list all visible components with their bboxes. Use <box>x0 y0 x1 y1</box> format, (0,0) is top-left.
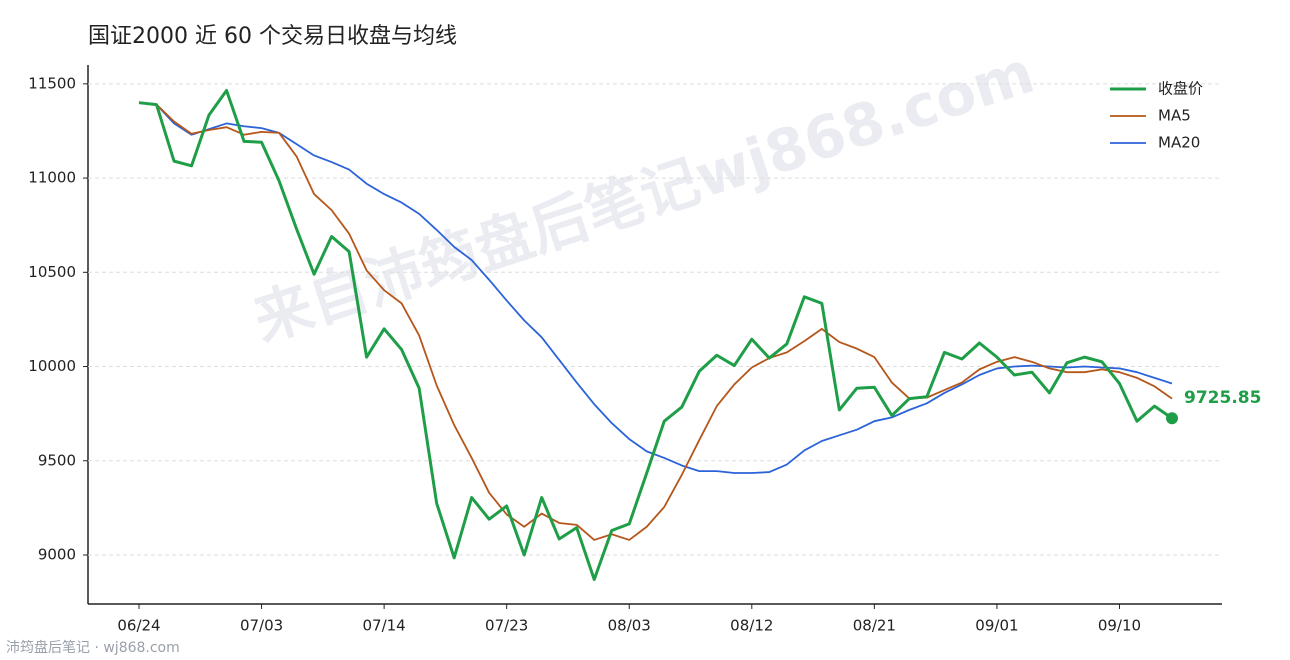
x-tick-label: 07/03 <box>240 617 283 635</box>
x-tick-label: 07/23 <box>485 617 528 635</box>
y-tick-label: 9000 <box>38 546 76 564</box>
x-tick-label: 09/01 <box>975 617 1018 635</box>
legend-label: MA5 <box>1158 107 1191 125</box>
last-point <box>1166 412 1178 425</box>
footer: 沛筠盘后笔记 · wj868.com <box>6 639 180 656</box>
y-tick-label: 11000 <box>28 169 76 187</box>
y-tick-label: 9500 <box>38 451 76 469</box>
legend-label: 收盘价 <box>1158 80 1203 98</box>
last-value-label: 9725.85 <box>1184 388 1261 408</box>
x-tick-label: 08/03 <box>608 617 651 635</box>
x-tick-label: 07/14 <box>363 617 406 635</box>
x-tick-label: 08/21 <box>853 617 896 635</box>
watermark: 来自沛筠盘后笔记wj868.com <box>246 38 1042 355</box>
y-tick-label: 10500 <box>28 263 76 281</box>
x-tick-label: 08/12 <box>730 617 773 635</box>
y-tick-label: 11500 <box>28 74 76 92</box>
legend-label: MA20 <box>1158 134 1200 152</box>
chart-title: 国证2000 近 60 个交易日收盘与均线 <box>88 24 457 49</box>
series-line <box>138 88 1173 581</box>
x-tick-label: 06/24 <box>117 617 160 635</box>
y-tick-label: 10000 <box>28 357 76 375</box>
x-tick-label: 09/10 <box>1098 617 1141 635</box>
series-line <box>138 101 1173 474</box>
